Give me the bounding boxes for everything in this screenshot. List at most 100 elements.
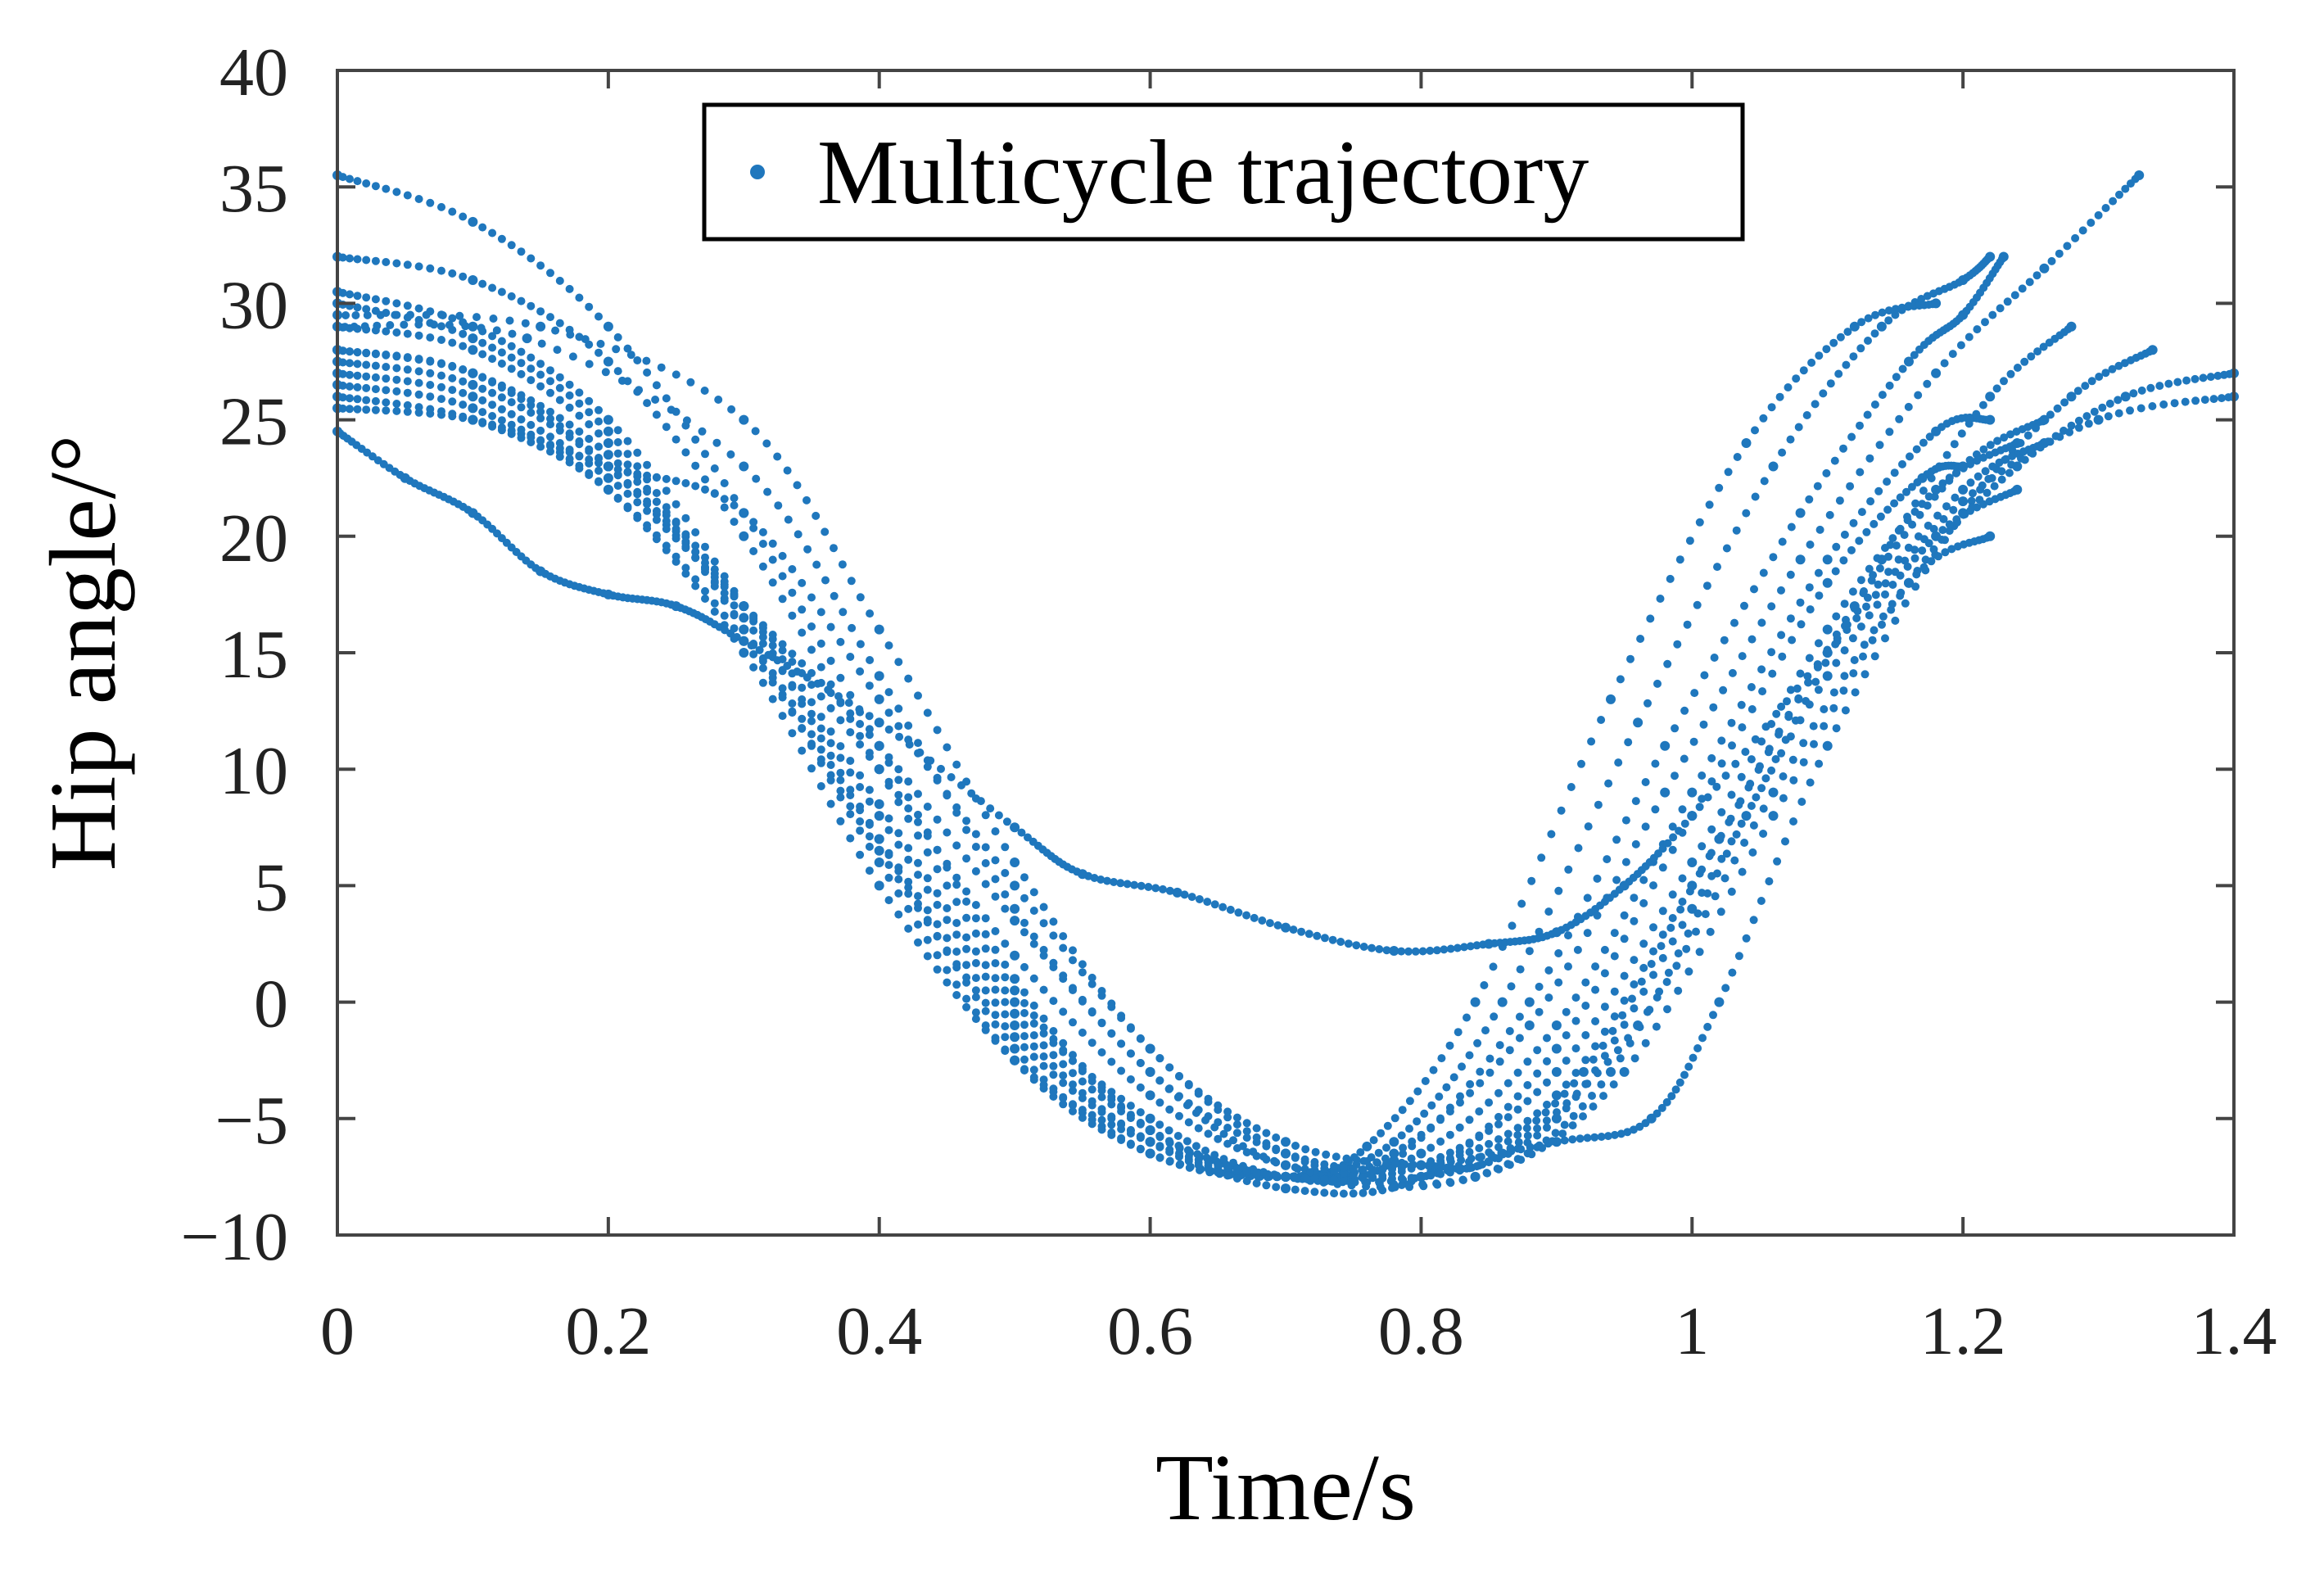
- trajectory-point: [1829, 688, 1838, 697]
- trajectory-point: [1184, 1118, 1193, 1127]
- trajectory-point: [1756, 762, 1764, 771]
- trajectory-point: [1551, 1099, 1560, 1108]
- trajectory-point: [1223, 1171, 1232, 1180]
- trajectory-point: [403, 377, 412, 386]
- trajectory-point: [1733, 453, 1742, 461]
- trajectory-point: [478, 350, 487, 359]
- trajectory-point: [1635, 1122, 1644, 1131]
- trajectory-point: [1117, 1107, 1126, 1115]
- trajectory-point: [681, 569, 690, 578]
- trajectory-point: [1242, 1167, 1251, 1176]
- trajectory-point: [643, 471, 652, 480]
- trajectory-point: [477, 323, 486, 333]
- trajectory-point: [1107, 1088, 1116, 1097]
- data-point: [1010, 950, 1020, 961]
- trajectory-point: [1695, 948, 1704, 957]
- trajectory-point: [904, 889, 913, 898]
- data-point: [1010, 997, 1020, 1007]
- trajectory-point: [816, 745, 825, 754]
- trajectory-point: [749, 649, 758, 658]
- trajectory-point: [1485, 1068, 1494, 1077]
- trajectory-point: [497, 360, 506, 368]
- data-point: [536, 566, 546, 577]
- trajectory-point: [1624, 1034, 1633, 1043]
- data-point: [468, 508, 478, 518]
- trajectory-point: [1717, 736, 1726, 745]
- trajectory-point: [1672, 961, 1681, 970]
- trajectory-point: [1829, 338, 1838, 347]
- trajectory-point: [1194, 1124, 1203, 1133]
- trajectory-point: [459, 388, 468, 397]
- trajectory-point: [595, 466, 603, 475]
- data-point: [1633, 1020, 1644, 1030]
- data-point: [1551, 927, 1562, 938]
- trajectory-point: [971, 1008, 980, 1017]
- trajectory-point: [1881, 544, 1889, 552]
- trajectory-point: [1126, 1023, 1135, 1032]
- trajectory-point: [1397, 1131, 1406, 1140]
- trajectory-point: [962, 961, 971, 970]
- trajectory-point: [2115, 190, 2123, 199]
- trajectory-point: [478, 279, 487, 288]
- trajectory-point: [1110, 878, 1119, 886]
- trajectory-point: [991, 875, 1000, 884]
- trajectory-point: [1219, 903, 1228, 912]
- trajectory-point: [585, 360, 594, 369]
- trajectory-point: [1945, 473, 1954, 482]
- trajectory-point: [662, 474, 671, 483]
- trajectory-point: [807, 740, 816, 749]
- x-tick-label: 0.6: [1107, 1293, 1193, 1369]
- trajectory-point: [962, 854, 971, 863]
- trajectory-point: [1907, 482, 1916, 491]
- trajectory-point: [856, 740, 865, 749]
- trajectory-point: [1846, 482, 1855, 491]
- trajectory-point: [527, 254, 536, 263]
- trajectory-point: [1184, 1156, 1193, 1165]
- trajectory-point: [681, 537, 690, 546]
- trajectory-point: [904, 883, 913, 892]
- trajectory-point: [1432, 1179, 1441, 1188]
- trajectory-point: [1726, 814, 1735, 823]
- trajectory-point: [448, 386, 457, 395]
- trajectory-point: [1272, 1133, 1281, 1142]
- trajectory-point: [1693, 1044, 1702, 1052]
- trajectory-point: [2001, 455, 2010, 464]
- trajectory-point: [778, 640, 787, 649]
- trajectory-point: [1927, 557, 1936, 566]
- data-point: [1524, 1020, 1535, 1030]
- trajectory-point: [371, 396, 380, 405]
- trajectory-point: [1945, 520, 1954, 529]
- trajectory-cycle: [332, 320, 2050, 1174]
- trajectory-point: [426, 357, 435, 366]
- trajectory-point: [1663, 1005, 1671, 1014]
- trajectory-point: [1631, 839, 1640, 848]
- trajectory-point: [691, 461, 700, 470]
- trajectory-point: [1583, 1079, 1592, 1088]
- trajectory-point: [1979, 453, 1987, 462]
- trajectory-point: [1898, 364, 1907, 373]
- trajectory-point: [429, 320, 438, 329]
- trajectory-point: [1888, 599, 1897, 609]
- trajectory-point: [1490, 1012, 1499, 1021]
- trajectory-point: [865, 785, 874, 794]
- trajectory-point: [1242, 1127, 1251, 1136]
- trajectory-point: [406, 310, 414, 319]
- trajectory-point: [1856, 622, 1865, 631]
- trajectory-point: [2005, 468, 2014, 477]
- trajectory-point: [667, 405, 676, 414]
- trajectory-point: [856, 771, 865, 780]
- trajectory-point: [595, 312, 603, 321]
- trajectory-point: [1191, 1142, 1200, 1151]
- trajectory-point: [1676, 905, 1685, 914]
- trajectory-point: [1270, 1156, 1279, 1165]
- trajectory-point: [1658, 953, 1667, 962]
- trajectory-point: [1515, 1012, 1524, 1021]
- y-tick-label: 20: [219, 500, 288, 577]
- trajectory-point: [565, 420, 574, 429]
- trajectory-point: [1291, 1185, 1300, 1194]
- trajectory-point: [1107, 999, 1116, 1008]
- trajectory-point: [1117, 1066, 1126, 1075]
- trajectory-point: [1978, 481, 1987, 490]
- trajectory-point: [846, 802, 855, 811]
- trajectory-point: [2026, 448, 2035, 457]
